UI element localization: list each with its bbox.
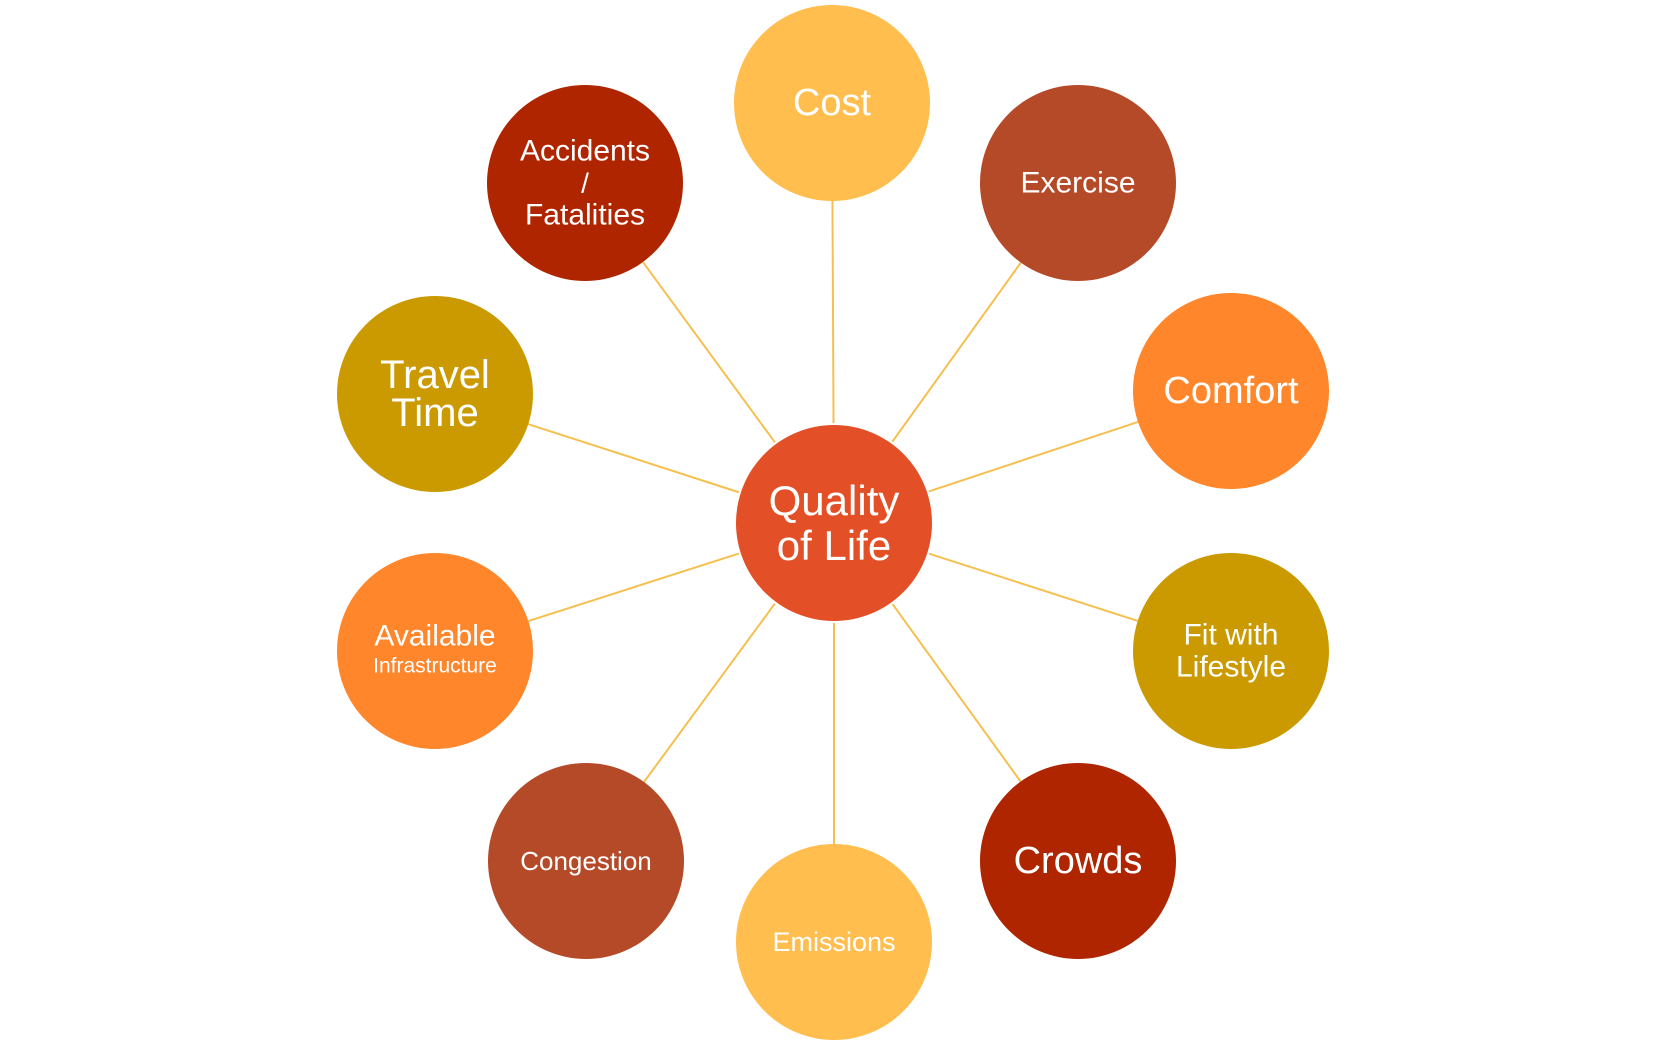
node-comfort: Comfort [1133,293,1329,489]
node-circle-cost [734,5,930,201]
connector-line-congestion [643,603,776,783]
connector-line-exercise [891,262,1022,443]
connector-line-travel-time [527,423,740,494]
node-exercise-label-line-1: Exercise [1020,167,1135,200]
center-node-label-line-1: Quality [769,477,900,524]
connector-lines [527,200,1139,844]
connector-line-accidents-fatalities [642,261,776,443]
node-circle-congestion [488,763,684,959]
connector-line-crowds [891,603,1022,783]
node-fit-with-lifestyle-label-line-1: Fit with [1183,619,1278,652]
connector-line-fit-with-lifestyle [928,552,1139,622]
node-circle-comfort [1133,293,1329,489]
node-accidents-fatalities-label-line-3: Fatalities [525,199,645,232]
node-accidents-fatalities-label-line-2: / [581,168,589,199]
node-circle-crowds [980,763,1176,959]
connector-line-comfort [928,420,1139,493]
node-circle-fit-with-lifestyle [1133,553,1329,749]
node-circle-available-infrastructure [337,553,533,749]
node-circle-travel-time [337,296,533,492]
node-travel-time-label-line-1: Travel [380,353,490,397]
center-node-label-line-2: of Life [777,522,891,569]
node-cost: Cost [734,5,930,201]
node-accidents-fatalities-label-line-1: Accidents [520,135,650,168]
connector-line-cost [831,200,835,424]
node-circle-accidents-fatalities [487,85,683,281]
node-emissions: Emissions [736,844,932,1040]
node-crowds-label-line-1: Crowds [1014,840,1143,882]
node-crowds: Crowds [980,763,1176,959]
node-circle-emissions [736,844,932,1040]
node-travel-time-label-line-2: Time [391,391,478,435]
node-emissions-label-line-1: Emissions [772,927,895,957]
node-fit-with-lifestyle-label-line-2: Lifestyle [1176,651,1286,684]
center-node-circle [736,425,932,621]
node-cost-label-line-1: Cost [793,82,872,124]
node-available-infrastructure-label-line-2: Infrastructure [373,655,497,678]
node-circle-exercise [980,85,1176,281]
node-congestion-label-line-1: Congestion [520,846,652,876]
node-accidents-fatalities: Accidents/Fatalities [487,85,683,281]
node-available-infrastructure-label-line-1: Available [374,620,495,653]
connector-line-available-infrastructure [528,552,740,623]
node-exercise: Exercise [980,85,1176,281]
node-comfort-label-line-1: Comfort [1163,370,1299,412]
node-congestion: Congestion [488,763,684,959]
